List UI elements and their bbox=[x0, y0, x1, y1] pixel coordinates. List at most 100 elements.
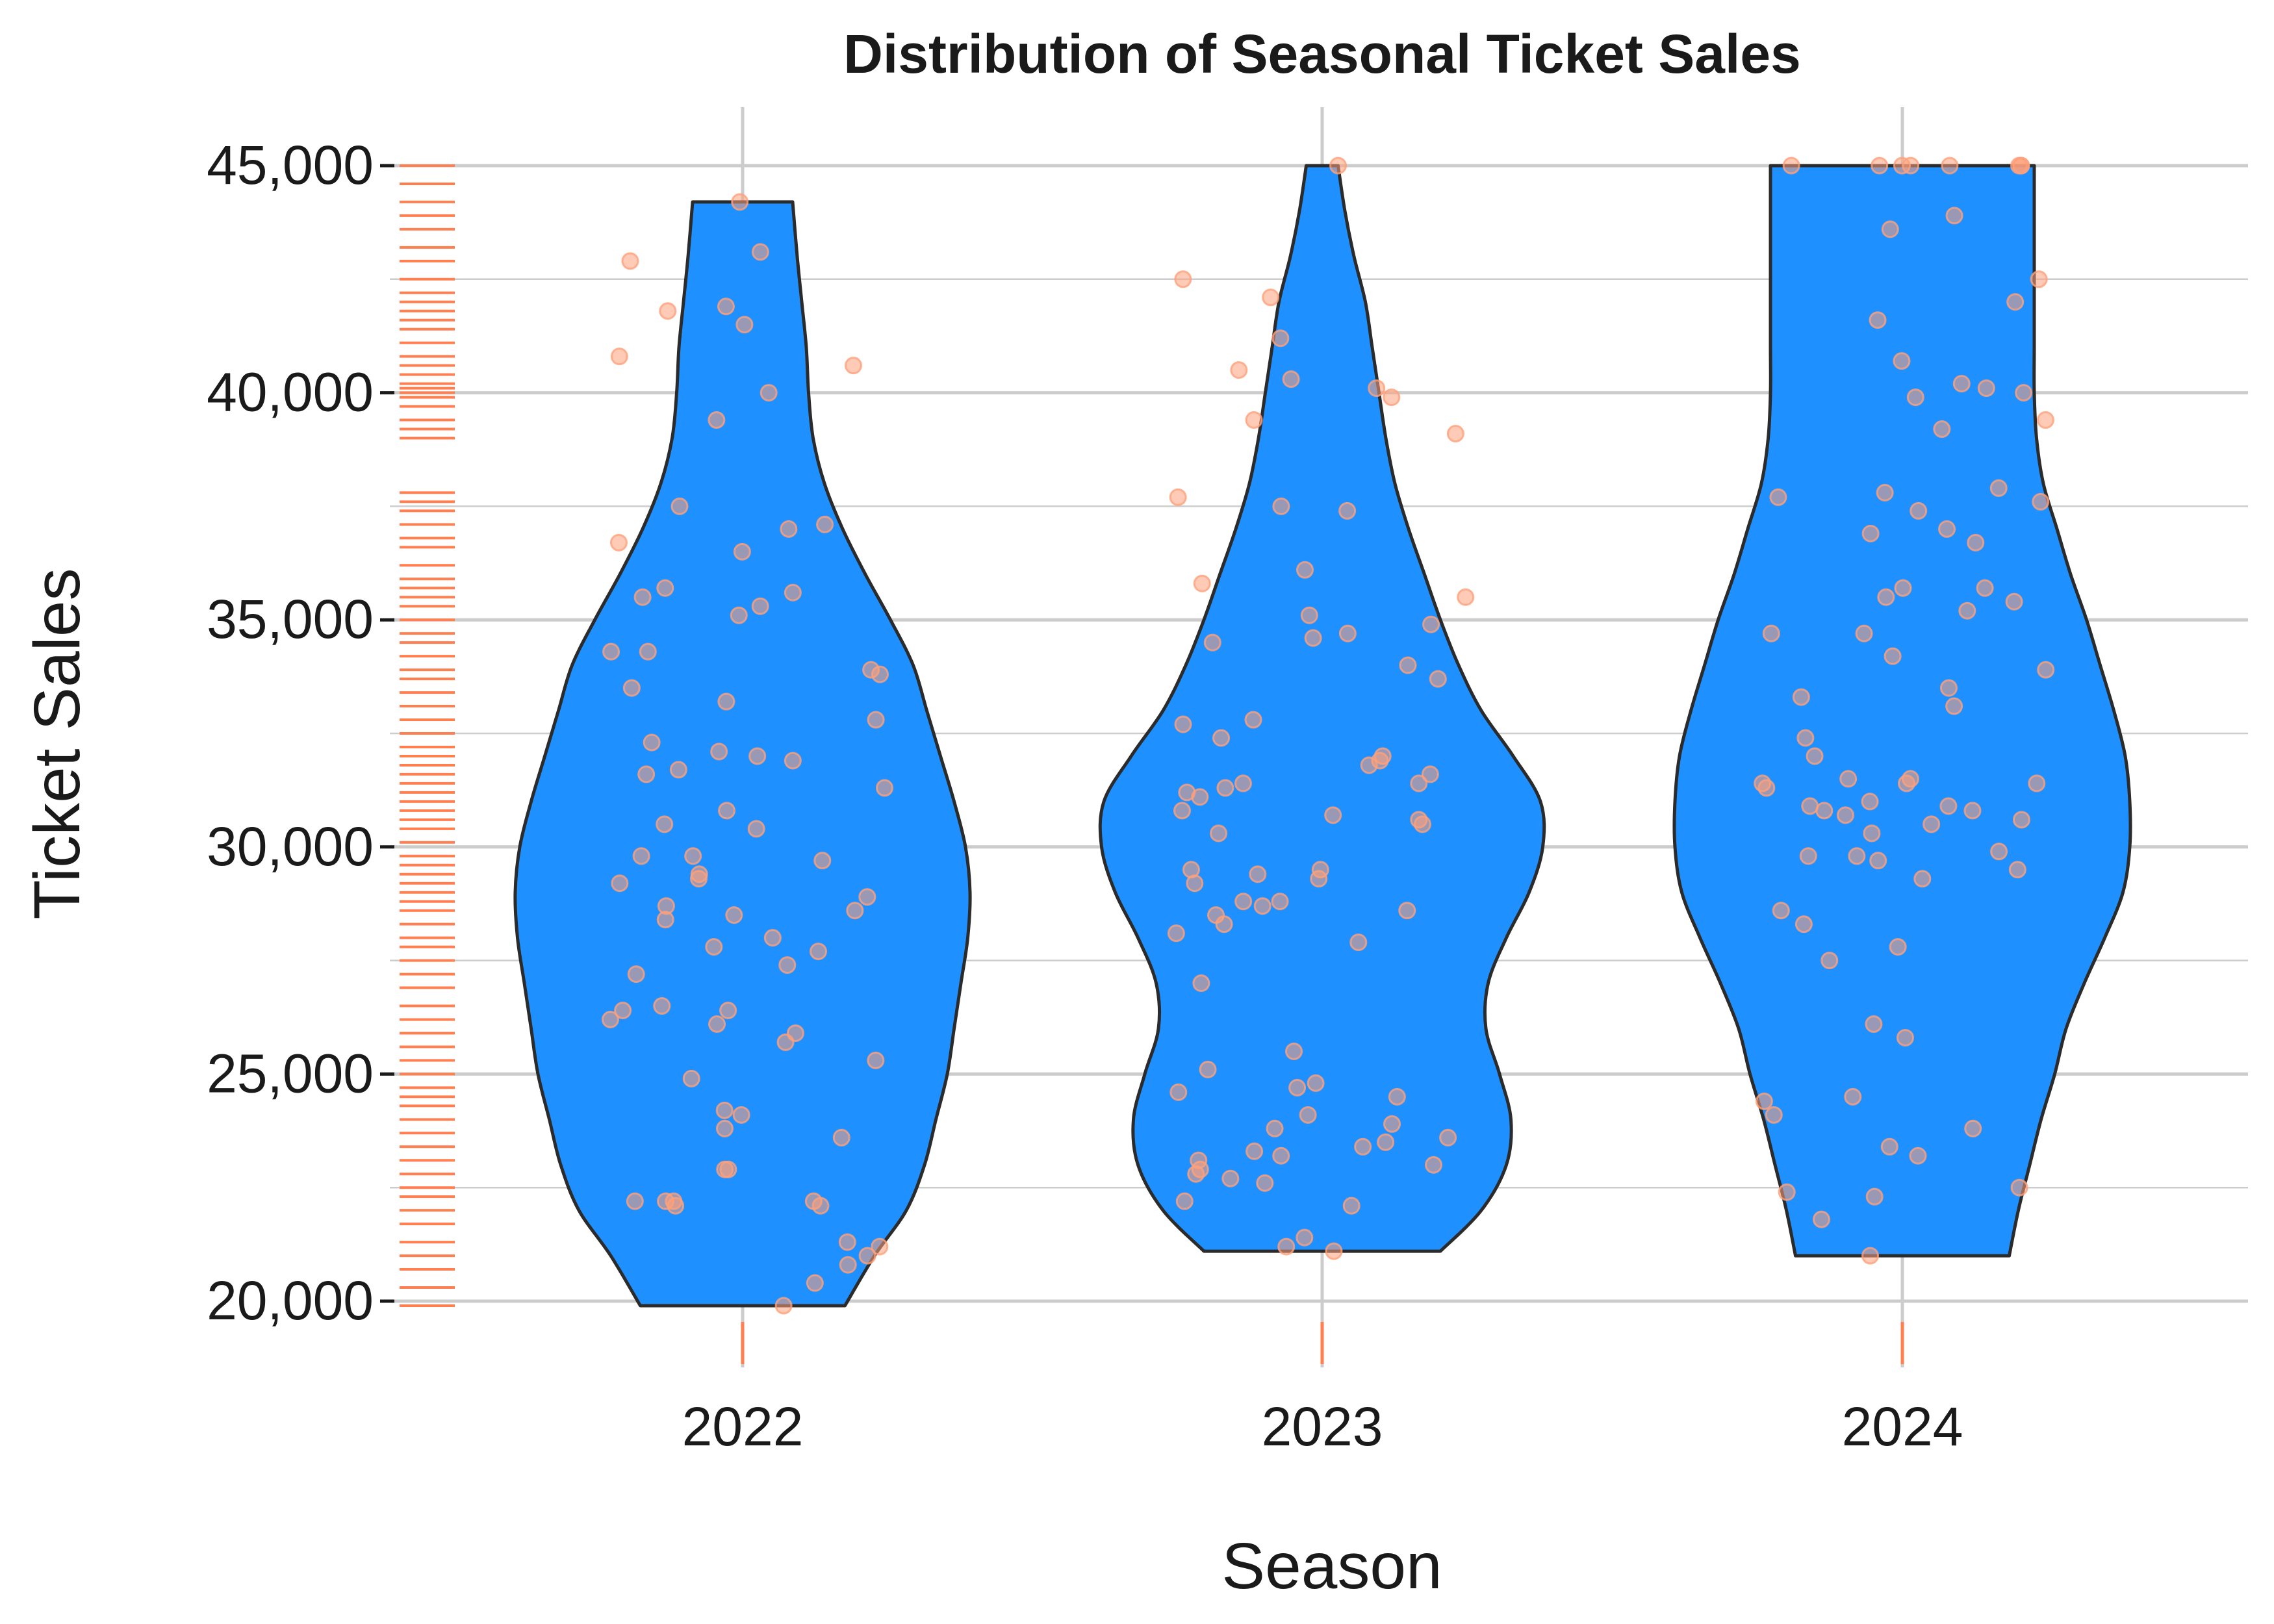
data-point bbox=[1880, 1137, 1898, 1156]
data-point bbox=[2005, 592, 2023, 611]
data-point bbox=[609, 533, 628, 552]
data-point bbox=[1796, 729, 1815, 747]
data-point bbox=[776, 1033, 795, 1051]
data-point bbox=[656, 579, 674, 597]
data-point bbox=[1262, 288, 1280, 307]
data-point bbox=[621, 252, 639, 270]
data-point bbox=[748, 747, 767, 765]
data-point bbox=[1338, 624, 1357, 642]
data-point bbox=[846, 902, 864, 920]
data-point bbox=[747, 820, 765, 838]
data-point bbox=[1820, 952, 1839, 970]
data-point bbox=[626, 1192, 644, 1210]
violin-2023 bbox=[1098, 164, 1546, 1253]
data-point bbox=[778, 956, 797, 974]
data-point bbox=[1193, 574, 1211, 592]
data-point bbox=[715, 1101, 734, 1119]
data-point bbox=[1977, 379, 1995, 398]
data-point bbox=[1285, 1042, 1303, 1060]
data-point bbox=[1964, 1119, 1982, 1137]
data-point bbox=[839, 1256, 857, 1274]
y-tick-label: 35,000 bbox=[207, 589, 374, 650]
data-point bbox=[2028, 774, 2046, 793]
data-point bbox=[871, 665, 889, 683]
data-point bbox=[669, 761, 687, 779]
data-point bbox=[671, 497, 689, 515]
data-point bbox=[1360, 756, 1378, 774]
data-point bbox=[1795, 915, 1813, 933]
data-point bbox=[1939, 797, 1958, 815]
data-point bbox=[1169, 1083, 1188, 1101]
data-point bbox=[682, 1069, 700, 1087]
chart-title: Distribution of Seasonal Ticket Sales bbox=[843, 23, 1801, 84]
data-point bbox=[813, 852, 832, 870]
data-point bbox=[1173, 802, 1191, 820]
jitter-points bbox=[601, 157, 2055, 1315]
data-point bbox=[1906, 388, 1924, 407]
y-tick-label: 25,000 bbox=[207, 1043, 374, 1104]
data-point bbox=[1855, 624, 1873, 642]
data-point bbox=[622, 679, 641, 697]
data-point bbox=[1884, 647, 1902, 665]
data-point bbox=[774, 1297, 793, 1315]
data-point bbox=[751, 243, 769, 261]
violins bbox=[513, 164, 2132, 1308]
data-point bbox=[763, 929, 782, 947]
x-axis-title: Season bbox=[1221, 1530, 1442, 1603]
data-point bbox=[632, 847, 650, 865]
data-point bbox=[1383, 1115, 1401, 1133]
data-point bbox=[871, 1237, 889, 1256]
data-point bbox=[610, 348, 628, 366]
data-point bbox=[1893, 157, 1911, 175]
data-point bbox=[1801, 797, 1819, 815]
data-point bbox=[1212, 729, 1231, 747]
data-point bbox=[1288, 1078, 1307, 1097]
data-point bbox=[1836, 806, 1854, 824]
data-point bbox=[731, 193, 749, 211]
data-point bbox=[1167, 924, 1185, 943]
violin-2022 bbox=[513, 200, 972, 1308]
data-point bbox=[1307, 1074, 1325, 1092]
data-point bbox=[1871, 157, 1889, 175]
data-point bbox=[1192, 974, 1210, 993]
data-point bbox=[1889, 938, 1907, 956]
data-point bbox=[2036, 411, 2054, 429]
data-point bbox=[1271, 893, 1289, 911]
x-tick-label: 2024 bbox=[1842, 1396, 1963, 1457]
data-point bbox=[1848, 847, 1866, 865]
data-point bbox=[1863, 824, 1881, 843]
data-point bbox=[858, 888, 876, 906]
data-point bbox=[725, 906, 743, 924]
data-point bbox=[1210, 824, 1228, 843]
data-point bbox=[614, 1002, 632, 1020]
data-point bbox=[1234, 893, 1253, 911]
data-point bbox=[1897, 774, 1915, 793]
y-axis-title: Ticket Sales bbox=[21, 568, 94, 920]
data-point bbox=[1266, 1119, 1284, 1137]
data-point bbox=[717, 298, 735, 316]
data-point bbox=[1203, 633, 1221, 652]
data-point bbox=[1952, 375, 1971, 393]
data-point bbox=[1221, 1169, 1240, 1187]
data-point bbox=[1990, 843, 2008, 861]
y-tick-label: 40,000 bbox=[207, 362, 374, 423]
data-point bbox=[751, 597, 769, 615]
data-point bbox=[2012, 811, 2030, 829]
data-point bbox=[1186, 874, 1204, 893]
data-point bbox=[1861, 524, 1880, 542]
data-point bbox=[1839, 770, 1858, 788]
data-point bbox=[2037, 661, 2055, 679]
data-point bbox=[1230, 361, 1248, 379]
data-point bbox=[1762, 624, 1780, 642]
data-point bbox=[1169, 488, 1187, 506]
data-point bbox=[1410, 774, 1428, 793]
data-point bbox=[1282, 370, 1300, 388]
data-point bbox=[719, 1002, 737, 1020]
data-point bbox=[1976, 579, 1994, 597]
data-point bbox=[1338, 501, 1357, 520]
data-point bbox=[1324, 806, 1342, 824]
data-point bbox=[1246, 1142, 1264, 1160]
data-point bbox=[1271, 329, 1290, 348]
data-point bbox=[1772, 902, 1790, 920]
